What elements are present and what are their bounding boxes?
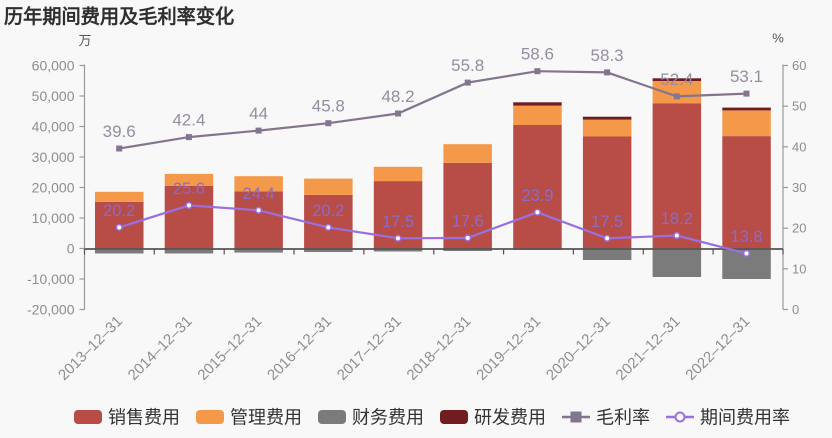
svg-text:20.2: 20.2 <box>103 202 135 220</box>
svg-text:-20,000: -20,000 <box>27 302 75 318</box>
svg-text:%: % <box>772 31 784 46</box>
svg-text:39.6: 39.6 <box>103 122 136 141</box>
svg-text:52.4: 52.4 <box>660 70 693 89</box>
svg-text:58.3: 58.3 <box>591 46 624 65</box>
svg-text:管理费用: 管理费用 <box>230 408 302 428</box>
svg-text:48.2: 48.2 <box>381 87 414 106</box>
svg-text:0: 0 <box>67 241 75 257</box>
svg-text:30: 30 <box>792 180 806 195</box>
svg-text:17.5: 17.5 <box>591 213 623 231</box>
svg-text:17.6: 17.6 <box>452 212 484 230</box>
svg-text:0: 0 <box>792 302 799 317</box>
svg-text:53.1: 53.1 <box>730 67 763 86</box>
svg-text:销售费用: 销售费用 <box>108 408 180 428</box>
svg-text:50: 50 <box>792 99 806 114</box>
svg-text:30,000: 30,000 <box>32 149 75 165</box>
svg-text:20.2: 20.2 <box>312 202 344 220</box>
svg-text:42.4: 42.4 <box>172 111 205 130</box>
svg-text:研发费用: 研发费用 <box>474 408 546 428</box>
svg-text:历年期间费用及毛利率变化: 历年期间费用及毛利率变化 <box>4 5 234 28</box>
svg-text:13.8: 13.8 <box>730 228 762 246</box>
svg-text:20: 20 <box>792 221 806 236</box>
svg-text:24.4: 24.4 <box>243 185 275 203</box>
svg-text:45.8: 45.8 <box>312 97 345 116</box>
svg-text:-10,000: -10,000 <box>27 271 75 287</box>
svg-text:55.8: 55.8 <box>451 56 484 75</box>
svg-text:58.6: 58.6 <box>521 45 554 64</box>
svg-text:10: 10 <box>792 261 806 276</box>
svg-text:50,000: 50,000 <box>32 88 75 104</box>
svg-text:10,000: 10,000 <box>32 210 75 226</box>
svg-text:60,000: 60,000 <box>32 58 75 74</box>
svg-text:18.2: 18.2 <box>661 210 693 228</box>
svg-text:44: 44 <box>249 104 268 123</box>
svg-text:40: 40 <box>792 139 806 154</box>
svg-text:20,000: 20,000 <box>32 180 75 196</box>
svg-text:毛利率: 毛利率 <box>596 408 650 428</box>
svg-text:25.6: 25.6 <box>173 180 205 198</box>
svg-text:万: 万 <box>78 33 91 48</box>
svg-text:60: 60 <box>792 58 806 73</box>
svg-text:财务费用: 财务费用 <box>352 408 424 428</box>
svg-text:17.5: 17.5 <box>382 213 414 231</box>
svg-text:40,000: 40,000 <box>32 119 75 135</box>
svg-text:期间费用率: 期间费用率 <box>700 408 790 428</box>
svg-text:23.9: 23.9 <box>521 187 553 205</box>
